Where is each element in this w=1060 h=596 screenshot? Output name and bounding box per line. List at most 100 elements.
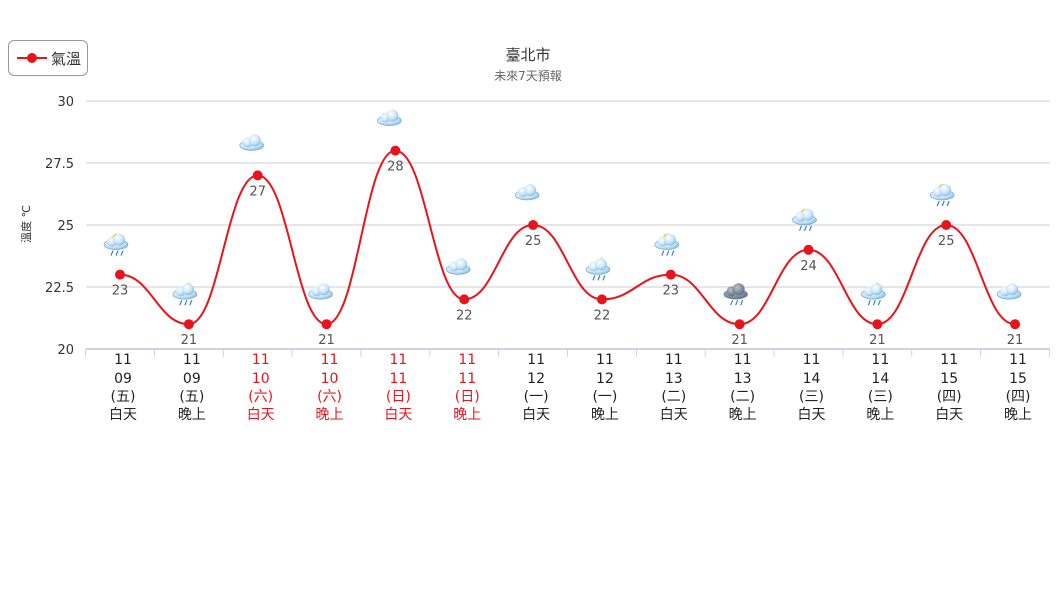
- data-point[interactable]: [803, 244, 814, 255]
- cloudy-icon: [377, 109, 402, 126]
- data-point[interactable]: [321, 319, 332, 330]
- data-label: 23: [112, 284, 129, 299]
- y-tick-label: 20: [57, 343, 74, 358]
- y-tick-label: 22.5: [45, 281, 74, 296]
- x-label-month: 11: [389, 352, 407, 368]
- dark-cloud-rain-icon: [723, 283, 748, 306]
- x-label-period: 晚上: [178, 407, 206, 423]
- data-label: 25: [938, 234, 955, 249]
- x-label-period: 白天: [660, 407, 688, 423]
- x-label-period: 晚上: [591, 407, 619, 423]
- x-label-weekday: (三): [868, 389, 893, 405]
- legend-label: 氣溫: [51, 49, 82, 68]
- data-label: 21: [181, 333, 198, 348]
- data-label: 21: [731, 333, 748, 348]
- x-label-day: 14: [871, 371, 889, 387]
- x-label-day: 15: [940, 371, 958, 387]
- data-point[interactable]: [528, 220, 539, 230]
- x-label-weekday: (四): [1006, 389, 1031, 405]
- x-label-weekday: (六): [317, 389, 342, 405]
- x-label-weekday: (一): [524, 389, 549, 405]
- data-label: 27: [249, 184, 266, 199]
- cloudy-icon: [514, 184, 540, 201]
- x-label-day: 12: [527, 371, 545, 387]
- x-label-day: 13: [734, 371, 752, 387]
- cloudy-night-rain-icon: [585, 256, 611, 281]
- x-label-period: 晚上: [729, 407, 757, 423]
- weather-icons: [103, 109, 1022, 306]
- x-axis: [85, 348, 1050, 357]
- data-label: 21: [318, 333, 335, 348]
- x-label-month: 11: [252, 352, 270, 368]
- x-label-weekday: (六): [248, 389, 273, 405]
- chart-subtitle: 未來7天預報: [494, 69, 562, 83]
- legend[interactable]: 氣溫: [8, 40, 88, 76]
- data-label: 21: [869, 333, 886, 348]
- x-label-day: 12: [596, 371, 614, 387]
- data-label: 21: [1007, 333, 1024, 348]
- grid: [86, 100, 1050, 288]
- x-label-period: 晚上: [866, 407, 894, 423]
- x-label-weekday: (三): [799, 389, 824, 405]
- x-label-period: 白天: [935, 407, 963, 423]
- legend-marker: [17, 53, 47, 63]
- data-point[interactable]: [252, 170, 263, 181]
- data-point[interactable]: [941, 220, 952, 230]
- partly-cloudy-rain-icon: [929, 184, 955, 207]
- data-label: 22: [594, 308, 611, 323]
- x-label-day: 10: [321, 371, 339, 387]
- x-label-weekday: (五): [179, 389, 204, 405]
- data-point[interactable]: [183, 319, 194, 330]
- x-label-month: 11: [665, 352, 683, 368]
- x-label-month: 11: [734, 352, 752, 368]
- data-point[interactable]: [390, 145, 401, 156]
- cloudy-icon: [996, 283, 1022, 300]
- partly-cloudy-rain-icon: [654, 233, 680, 256]
- cloudy-night-rain-icon: [172, 281, 198, 306]
- x-label-day: 11: [458, 371, 476, 387]
- data-point[interactable]: [1010, 319, 1021, 330]
- x-label-period: 白天: [384, 407, 412, 423]
- x-label-weekday: (四): [937, 389, 962, 405]
- x-label-month: 11: [803, 352, 821, 368]
- x-label-day: 15: [1009, 371, 1027, 387]
- data-label: 24: [800, 259, 817, 274]
- x-label-month: 11: [114, 352, 132, 368]
- x-label-period: 白天: [109, 407, 137, 423]
- x-label-period: 晚上: [316, 407, 344, 423]
- data-point[interactable]: [734, 319, 745, 330]
- data-label: 23: [663, 284, 680, 299]
- x-label-month: 11: [940, 352, 958, 368]
- x-label-month: 11: [183, 352, 201, 368]
- x-label-period: 晚上: [453, 407, 481, 423]
- data-point[interactable]: [665, 269, 676, 280]
- data-point[interactable]: [459, 294, 470, 305]
- data-point[interactable]: [596, 294, 607, 305]
- y-tick-label: 27.5: [45, 157, 74, 172]
- data-point[interactable]: [115, 269, 125, 280]
- data-point[interactable]: [872, 319, 883, 330]
- x-label-weekday: (二): [661, 389, 686, 405]
- x-label-month: 11: [527, 352, 545, 368]
- partly-cloudy-rain-icon: [792, 208, 817, 232]
- cloudy-night-rain-icon: [861, 281, 886, 306]
- x-label-day: 13: [665, 371, 683, 387]
- y-tick-label: 30: [57, 95, 74, 110]
- y-tick-label: 25: [57, 219, 74, 234]
- x-label-month: 11: [596, 352, 614, 368]
- data-label: 25: [525, 234, 542, 249]
- x-axis-labels: 11 09 (五) 白天 11 09 (五) 晚上 11 10 (六) 白天 11 10 (六) 晚上 11 11…: [109, 352, 1032, 423]
- x-label-weekday: (五): [111, 389, 136, 405]
- data-label: 28: [387, 160, 404, 175]
- x-label-weekday: (一): [592, 389, 617, 405]
- x-label-day: 14: [803, 371, 821, 387]
- partly-cloudy-rain-icon: [103, 233, 129, 256]
- x-label-month: 11: [1009, 352, 1027, 368]
- x-label-month: 11: [321, 352, 339, 368]
- x-label-weekday: (日): [455, 389, 480, 405]
- cloudy-icon: [239, 134, 264, 151]
- cloudy-icon: [445, 258, 471, 275]
- data-label: 22: [456, 308, 473, 323]
- cloudy-icon: [308, 283, 333, 300]
